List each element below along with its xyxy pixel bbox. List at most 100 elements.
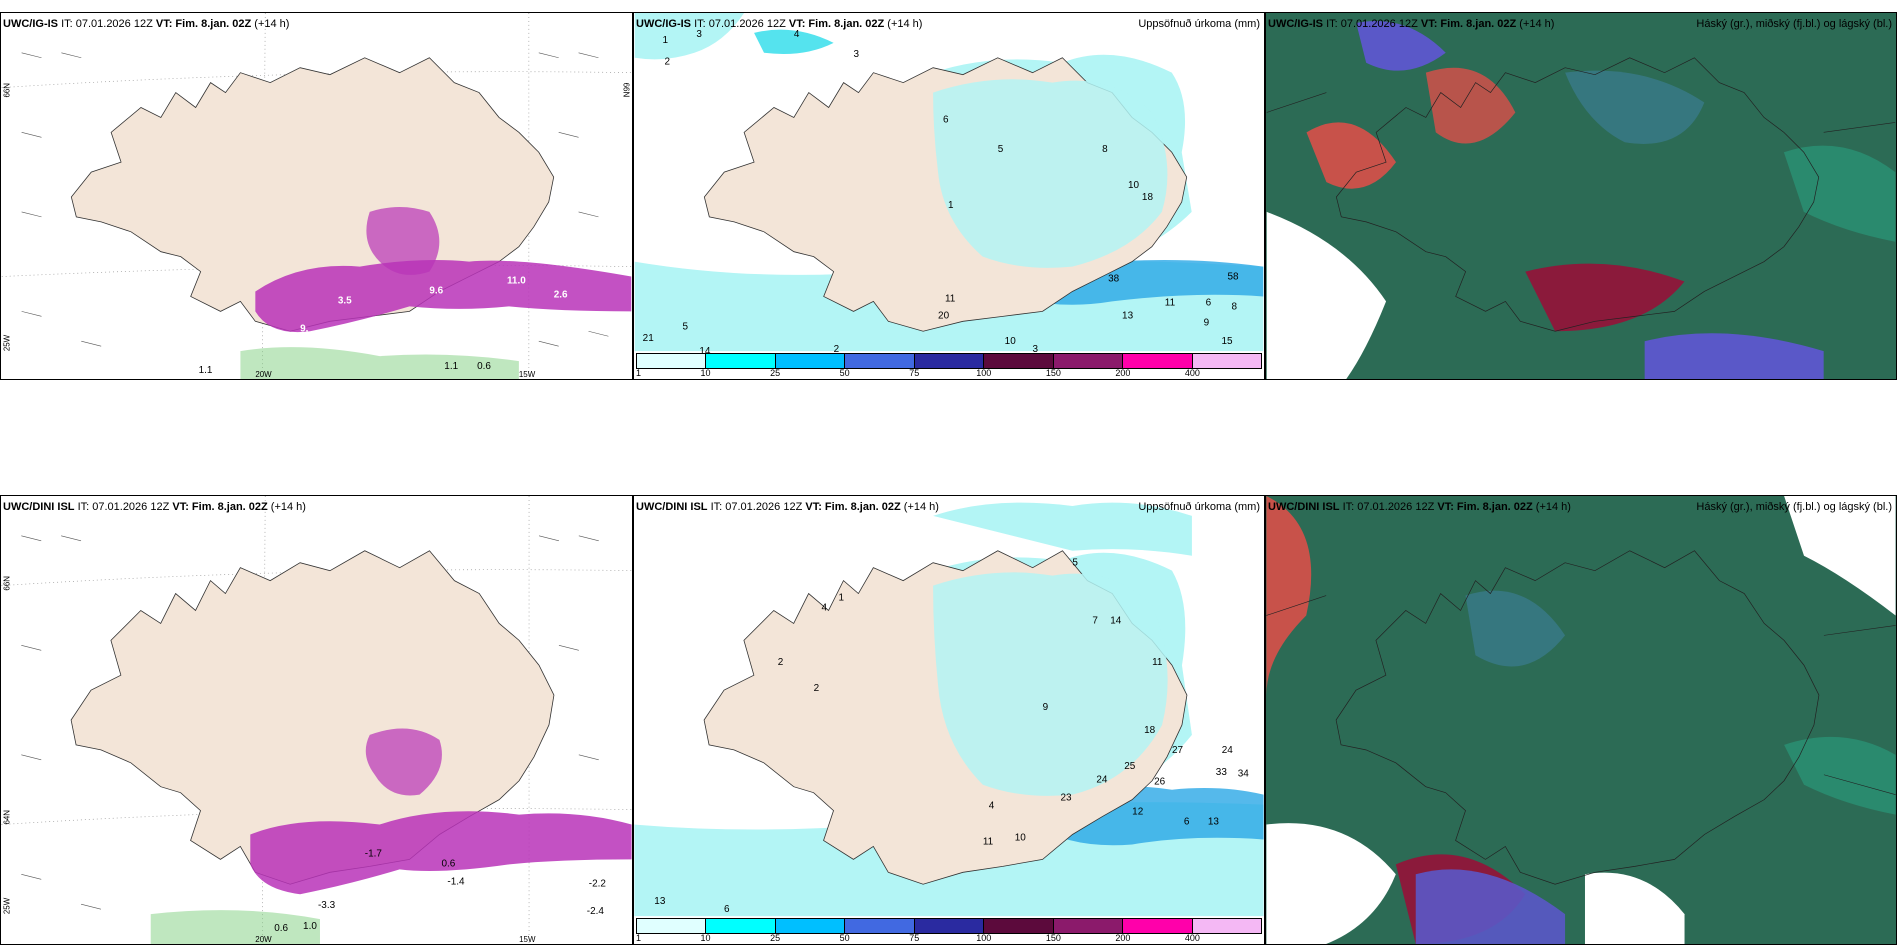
lead-time: (+14 h) [270, 501, 306, 513]
panel-header: UWC/DINI ISL IT: 07.01.2026 12Z VT: Fim.… [1268, 501, 1571, 513]
colorbar-cell [775, 354, 846, 368]
colorbar-cell [1192, 919, 1261, 933]
colorbar-tick: 100 [976, 368, 992, 378]
temp-label: 3.5 [338, 295, 352, 306]
colorbar-cell [984, 354, 1054, 368]
lon-label-15w: 15W [519, 935, 536, 944]
colorbar-tick: 75 [909, 368, 920, 378]
temp-label: -1.7 [365, 848, 383, 859]
temp-label: -2.2 [589, 878, 607, 889]
colorbar-tick: 25 [770, 933, 781, 943]
precip-label: 7 [1092, 615, 1098, 626]
precip-colorbar: 1 10 25 50 75 100 150 200 400 [634, 353, 1264, 379]
precip-label: 34 [1238, 769, 1250, 780]
model-name: UWC/DINI ISL [1268, 501, 1340, 513]
colorbar-ticks: 1 10 25 50 75 100 150 200 400 [636, 368, 1262, 379]
colorbar-ticks: 1 10 25 50 75 100 150 200 400 [636, 933, 1262, 944]
panel-bottom-precip: 4 1 2 5 7 14 11 9 18 27 24 33 34 25 26 2… [633, 495, 1265, 945]
precip-label: 21 [643, 333, 655, 344]
panel-header: UWC/IG-IS IT: 07.01.2026 12Z VT: Fim. 8.… [636, 18, 922, 30]
precip-label: 13 [1122, 310, 1134, 321]
colorbar-cell [637, 919, 707, 933]
precip-label: 5 [1072, 558, 1078, 569]
precip-label: 11 [945, 293, 956, 304]
model-name: UWC/IG-IS [636, 18, 691, 30]
lead-time: (+14 h) [254, 18, 290, 30]
precip-label: 5 [682, 321, 688, 332]
lon-label-25w: 25W [3, 334, 12, 351]
colorbar-tick: 10 [700, 933, 711, 943]
colorbar-tick: 75 [909, 933, 920, 943]
colorbar-tick: 50 [839, 368, 850, 378]
colorbar-tick: 200 [1115, 368, 1131, 378]
precip-label: 9 [1043, 702, 1049, 713]
colorbar-tick: 1 [636, 368, 642, 378]
precip-map-top: 1 3 2 4 3 6 5 8 10 18 1 11 38 58 20 21 5… [634, 13, 1264, 357]
colorbar-cell [845, 354, 915, 368]
panel-header: UWC/DINI ISL IT: 07.01.2026 12Z VT: Fim.… [636, 501, 939, 513]
iceland-landmass [70, 550, 555, 885]
colorbar-cell [1123, 354, 1193, 368]
panel-bottom-wind-temp: -1.7 0.6 -3.3 -2.4 -2.2 0.6 1.0 -1.4 20W… [0, 495, 633, 945]
precip-label: 4 [794, 29, 800, 40]
precip-label: 2 [665, 57, 671, 68]
lat-label-66n: 66N [3, 83, 12, 98]
model-name: UWC/IG-IS [3, 18, 58, 30]
valid-time: Fim. 8.jan. 02Z [191, 501, 268, 513]
temp-label: -2.4 [587, 906, 605, 917]
valid-time: Fim. 8.jan. 02Z [175, 18, 252, 30]
precip-label: 58 [1227, 272, 1239, 283]
precip-label: 24 [1222, 745, 1234, 756]
model-name: UWC/IG-IS [1268, 18, 1323, 30]
temp-label: 1.0 [303, 921, 317, 932]
colorbar-cells [636, 918, 1262, 934]
precip-colorbar: 1 10 25 50 75 100 150 200 400 [634, 918, 1264, 944]
lon-label-20w: 20W [255, 935, 272, 944]
precip-label: 3 [1033, 344, 1039, 355]
temp-label: 11.0 [507, 276, 526, 287]
lat-label-66n: 66N [2, 576, 11, 591]
valid-time: Fim. 8.jan. 02Z [1440, 18, 1517, 30]
precip-label: 13 [1208, 817, 1220, 828]
colorbar-cell [984, 919, 1054, 933]
precip-label: 2 [778, 657, 784, 668]
precip-label: 13 [654, 896, 666, 907]
colorbar-cell [914, 354, 985, 368]
colorbar-cell [1053, 354, 1124, 368]
init-time: IT: 07.01.2026 12Z [77, 501, 170, 513]
precip-label: 18 [1142, 192, 1154, 203]
precip-label: 8 [1231, 301, 1237, 312]
colorbar-cell [1123, 919, 1193, 933]
precip-label: 1 [948, 200, 954, 211]
colorbar-cell [845, 919, 915, 933]
precip-map-bottom: 4 1 2 5 7 14 11 9 18 27 24 33 34 25 26 2… [634, 502, 1264, 917]
colorbar-tick: 150 [1045, 368, 1061, 378]
colorbar-tick: 400 [1184, 933, 1200, 943]
panel-top-wind-temp: 3.5 9. 11.0 2.6 1.1 1.1 0.6 9.6 20W 15W … [0, 12, 633, 380]
colorbar-tick: 10 [700, 368, 711, 378]
valid-time-label: VT: [1420, 18, 1438, 30]
init-time: IT: 07.01.2026 12Z [1342, 501, 1435, 513]
valid-time-label: VT: [788, 18, 806, 30]
colorbar-cell [1053, 919, 1124, 933]
init-time: IT: 07.01.2026 12Z [694, 18, 786, 30]
iceland-outline [1335, 57, 1820, 332]
precip-label: 8 [1102, 144, 1108, 155]
lon-label-15w: 15W [519, 370, 536, 379]
colorbar-tick: 1 [636, 933, 642, 943]
temp-label: 1.1 [444, 361, 458, 372]
precip-label: 11 [1152, 657, 1163, 668]
precip-label: 4 [989, 801, 995, 812]
precip-label: 6 [943, 114, 949, 125]
lead-time: (+14 h) [887, 18, 923, 30]
temp-label: 9.6 [429, 285, 443, 296]
colorbar-cell [914, 919, 985, 933]
precip-label: 20 [938, 310, 950, 321]
panel-bottom-cloud: UWC/DINI ISL IT: 07.01.2026 12Z VT: Fim.… [1265, 495, 1897, 945]
wind-temp-map-bottom: -1.7 0.6 -3.3 -2.4 -2.2 0.6 1.0 -1.4 20W… [1, 496, 632, 944]
precip-label: 2 [834, 344, 840, 355]
temp-label: 1.1 [199, 365, 213, 376]
model-name: UWC/DINI ISL [3, 501, 75, 513]
precip-label: 27 [1172, 745, 1184, 756]
colorbar-cell [1192, 354, 1261, 368]
